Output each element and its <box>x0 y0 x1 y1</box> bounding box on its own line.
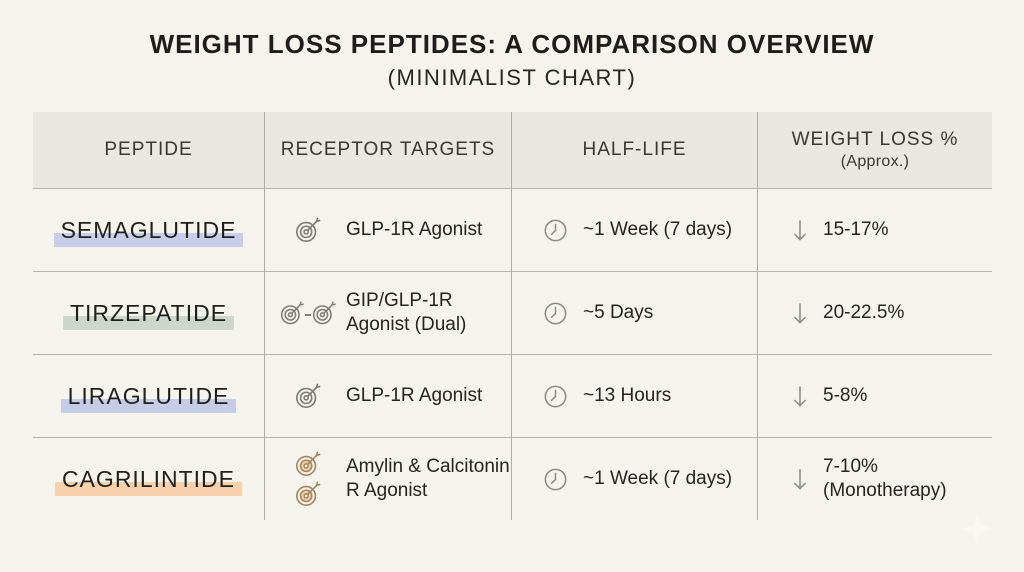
weight-loss-text: 5-8% <box>823 384 868 406</box>
target-dart-icon <box>294 450 322 478</box>
page-title: WEIGHT LOSS PEPTIDES: A COMPARISON OVERV… <box>149 29 875 59</box>
table-row-liraglutide-name-cell: LIRAGLUTIDE <box>33 354 265 437</box>
column-header-half-life: HALF-LIFE <box>512 112 758 188</box>
clock-icon <box>542 300 569 327</box>
peptide-name: LIRAGLUTIDE <box>60 383 237 413</box>
peptide-name: TIRZEPATIDE <box>62 300 235 330</box>
weight-loss-text: 20-22.5% <box>823 301 905 323</box>
icon-connector <box>305 314 311 316</box>
highlight-marker <box>53 232 244 247</box>
receptor-icons <box>279 299 337 327</box>
sparkle-icon <box>958 510 996 548</box>
down-arrow-icon <box>790 383 810 410</box>
receptor-icons <box>279 216 337 244</box>
weight-loss-cell: 5-8% <box>758 354 992 437</box>
down-arrow-icon <box>790 300 810 327</box>
table-row-cagrilintide-name-cell: CAGRILINTIDE <box>33 437 265 520</box>
target-dart-icon <box>294 480 322 508</box>
receptor-text: GLP-1R Agonist <box>346 218 483 240</box>
half-life-cell: ~1 Week (7 days) <box>512 188 758 271</box>
receptor-cell: GLP-1R Agonist <box>265 188 512 271</box>
weight-loss-cell: 15-17% <box>758 188 992 271</box>
down-arrow-icon <box>790 217 810 244</box>
receptor-icons <box>279 450 337 508</box>
weight-loss-cell: 7-10% (Monotherapy) <box>758 437 992 520</box>
receptor-icons <box>279 382 337 410</box>
target-dart-icon <box>311 299 337 327</box>
column-header-label: WEIGHT LOSS % <box>791 129 959 150</box>
highlight-marker <box>62 315 235 330</box>
receptor-text: Amylin & Calcitonin R Agonist <box>346 455 510 501</box>
highlight-marker <box>54 481 243 496</box>
receptor-cell: GIP/GLP-1R Agonist (Dual) <box>265 271 512 354</box>
peptide-name: SEMAGLUTIDE <box>53 217 244 247</box>
column-header-receptor-targets: RECEPTOR TARGETS <box>265 112 512 188</box>
target-dart-icon <box>294 216 322 244</box>
column-header-weight-loss: WEIGHT LOSS % (Approx.) <box>758 112 992 188</box>
weight-loss-cell: 20-22.5% <box>758 271 992 354</box>
weight-loss-text: 7-10% (Monotherapy) <box>823 455 947 501</box>
weight-loss-text: 15-17% <box>823 218 889 240</box>
comparison-table: PEPTIDE RECEPTOR TARGETS HALF-LIFE WEIGH… <box>33 112 992 520</box>
half-life-text: ~1 Week (7 days) <box>583 468 733 489</box>
target-dart-icon <box>294 382 322 410</box>
clock-icon <box>542 466 569 493</box>
column-header-label: HALF-LIFE <box>582 139 687 160</box>
title-block: WEIGHT LOSS PEPTIDES: A COMPARISON OVERV… <box>0 0 1024 91</box>
half-life-text: ~1 Week (7 days) <box>583 219 733 240</box>
column-header-label: PEPTIDE <box>104 139 193 160</box>
half-life-cell: ~1 Week (7 days) <box>512 437 758 520</box>
half-life-cell: ~5 Days <box>512 271 758 354</box>
peptide-name: CAGRILINTIDE <box>54 466 243 496</box>
receptor-cell: GLP-1R Agonist <box>265 354 512 437</box>
half-life-text: ~13 Hours <box>583 385 672 406</box>
clock-icon <box>542 217 569 244</box>
table-row-semaglutide-name-cell: SEMAGLUTIDE <box>33 188 265 271</box>
column-header-label: RECEPTOR TARGETS <box>280 139 496 160</box>
column-header-sublabel: (Approx.) <box>840 153 910 170</box>
down-arrow-icon <box>790 466 810 493</box>
column-header-peptide: PEPTIDE <box>33 112 265 188</box>
table-row-tirzepatide-name-cell: TIRZEPATIDE <box>33 271 265 354</box>
half-life-cell: ~13 Hours <box>512 354 758 437</box>
clock-icon <box>542 383 569 410</box>
receptor-text: GLP-1R Agonist <box>346 384 483 406</box>
page-subtitle: (MINIMALIST CHART) <box>387 65 637 90</box>
receptor-text: GIP/GLP-1R Agonist (Dual) <box>346 289 467 335</box>
receptor-cell: Amylin & Calcitonin R Agonist <box>265 437 512 520</box>
target-dart-icon <box>279 299 305 327</box>
highlight-marker <box>60 398 237 413</box>
half-life-text: ~5 Days <box>583 302 654 323</box>
